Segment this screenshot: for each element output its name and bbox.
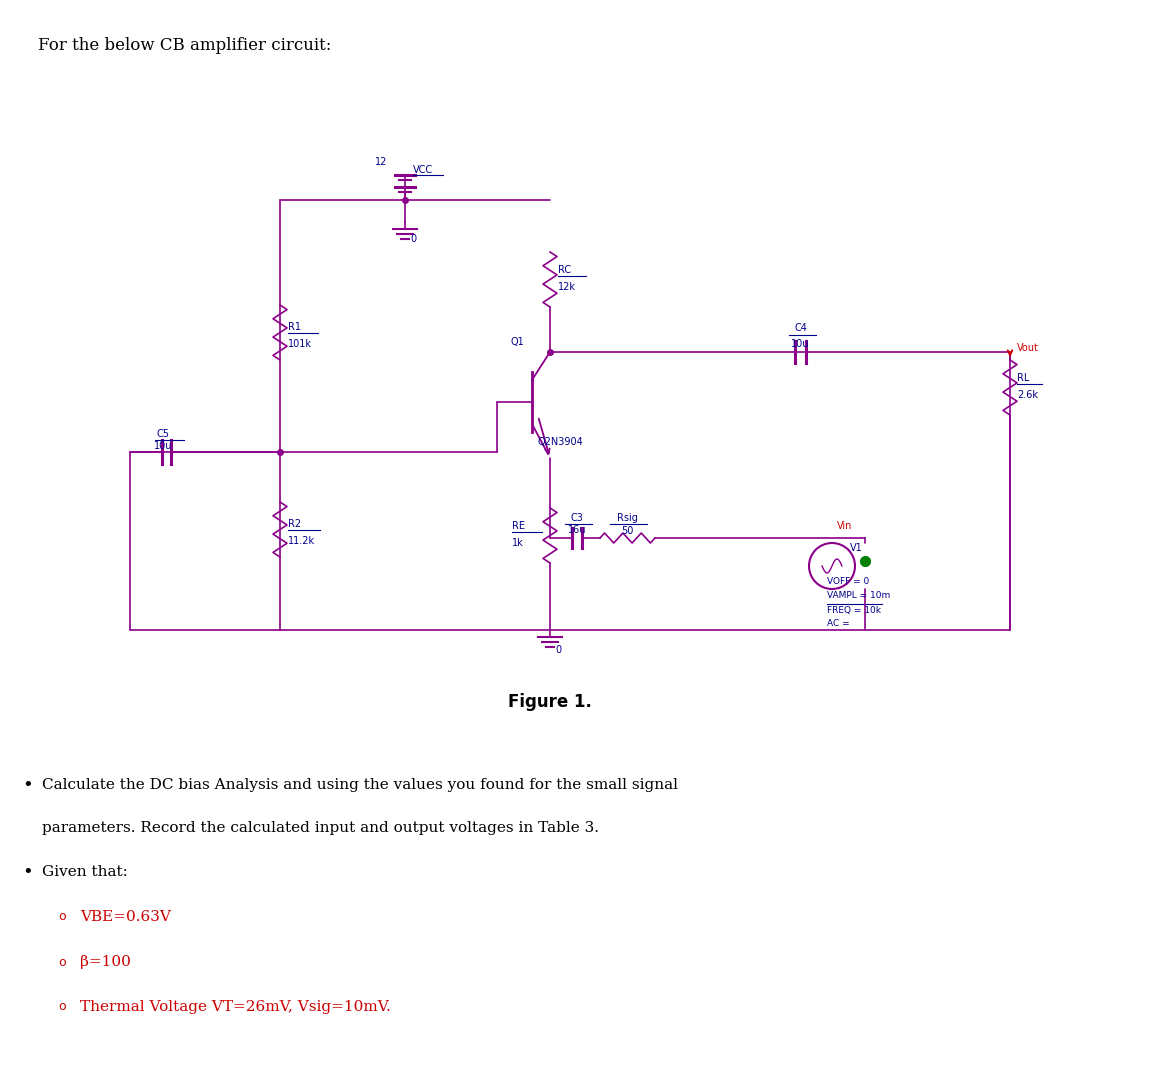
Text: Q1: Q1 bbox=[509, 337, 523, 347]
Text: RE: RE bbox=[512, 521, 526, 531]
Text: 1k: 1k bbox=[512, 538, 523, 548]
Text: R2: R2 bbox=[288, 519, 301, 529]
Text: C4: C4 bbox=[793, 323, 807, 333]
Text: •: • bbox=[22, 863, 32, 881]
Text: 10u: 10u bbox=[154, 441, 172, 451]
Text: o: o bbox=[58, 910, 66, 923]
Text: β=100: β=100 bbox=[81, 955, 131, 969]
Text: For the below CB amplifier circuit:: For the below CB amplifier circuit: bbox=[38, 37, 331, 54]
Text: 50: 50 bbox=[621, 526, 634, 536]
Text: R1: R1 bbox=[288, 322, 301, 332]
Text: AC =: AC = bbox=[827, 619, 850, 627]
Text: Figure 1.: Figure 1. bbox=[508, 693, 592, 711]
Text: 0: 0 bbox=[411, 234, 416, 244]
Text: Q2N3904: Q2N3904 bbox=[537, 437, 583, 447]
Text: •: • bbox=[22, 777, 32, 794]
Text: 0: 0 bbox=[555, 645, 561, 654]
Text: 11.2k: 11.2k bbox=[288, 536, 315, 546]
Text: 12: 12 bbox=[375, 157, 388, 167]
Text: o: o bbox=[58, 956, 66, 969]
Text: 2.6k: 2.6k bbox=[1017, 390, 1038, 400]
Text: 16u: 16u bbox=[568, 525, 586, 535]
Text: 101k: 101k bbox=[288, 339, 312, 349]
Text: Rsig: Rsig bbox=[618, 513, 638, 523]
Text: FREQ = 10k: FREQ = 10k bbox=[827, 606, 881, 615]
Text: Given that:: Given that: bbox=[43, 865, 128, 879]
Text: 12k: 12k bbox=[558, 282, 576, 292]
Text: VBE=0.63V: VBE=0.63V bbox=[81, 910, 171, 924]
Text: parameters. Record the calculated input and output voltages in Table 3.: parameters. Record the calculated input … bbox=[43, 821, 599, 835]
Text: Thermal Voltage VT=26mV, Vsig=10mV.: Thermal Voltage VT=26mV, Vsig=10mV. bbox=[81, 1000, 391, 1014]
Text: 10u: 10u bbox=[791, 339, 810, 349]
Text: RC: RC bbox=[558, 265, 572, 275]
Text: V1: V1 bbox=[850, 543, 862, 553]
Text: VOFF = 0: VOFF = 0 bbox=[827, 578, 869, 586]
Text: Calculate the DC bias Analysis and using the values you found for the small sign: Calculate the DC bias Analysis and using… bbox=[43, 778, 678, 792]
Text: o: o bbox=[58, 1000, 66, 1013]
Text: VCC: VCC bbox=[413, 165, 434, 175]
Text: VAMPL = 10m: VAMPL = 10m bbox=[827, 592, 890, 600]
Text: Vout: Vout bbox=[1017, 343, 1038, 353]
Text: Vin: Vin bbox=[837, 521, 852, 531]
Text: RL: RL bbox=[1017, 373, 1029, 383]
Text: C3: C3 bbox=[570, 513, 583, 523]
Text: C5: C5 bbox=[156, 429, 169, 438]
